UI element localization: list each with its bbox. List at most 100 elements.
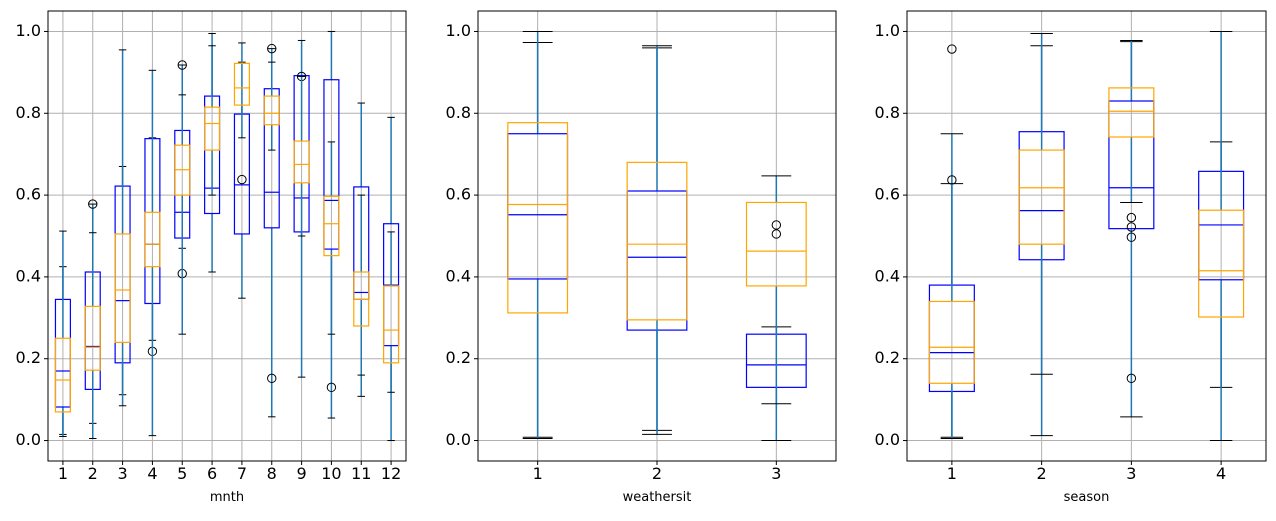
x-tick-label: 2	[88, 464, 98, 483]
box-iqr	[745, 201, 807, 287]
x-axis-label: season	[1064, 490, 1110, 505]
y-tick-label: 0.0	[875, 430, 900, 449]
outlier-point	[267, 43, 277, 54]
y-axis: 0.0 0.2 0.4 0.6 0.8 1.0	[16, 21, 48, 449]
y-tick-label: 0.4	[446, 266, 471, 285]
box-orange-11	[353, 194, 370, 376]
x-tick-label: 9	[296, 464, 306, 483]
x-axis-label: mnth	[210, 490, 244, 505]
box-orange-4	[144, 69, 161, 437]
y-tick-label: 0.2	[446, 348, 471, 367]
box-orange-12	[383, 231, 400, 393]
subplot-weathersit: 0.0 0.2 0.4 0.6 0.8 1.0 1 2 3 weathersit	[446, 10, 837, 505]
box-iqr	[84, 305, 101, 371]
box-orange-6	[204, 45, 221, 196]
box-orange-4	[1198, 30, 1245, 442]
box-iqr	[507, 122, 569, 314]
box-iqr	[323, 79, 340, 250]
outlier-point	[88, 199, 98, 209]
x-tick-label: 5	[177, 464, 187, 483]
grid-lines	[907, 11, 1266, 461]
outlier-point	[1126, 212, 1137, 223]
x-axis: 1 2 3 4 5 6 7 8 9 10 11 12	[58, 461, 401, 483]
x-tick-label: 1	[58, 464, 68, 483]
x-tick-label: 4	[1216, 464, 1226, 483]
outlier-point	[1126, 232, 1137, 242]
box-iqr	[144, 211, 161, 268]
box-iqr	[293, 140, 310, 184]
subplot-season: 0.0 0.2 0.4 0.6 0.8 1.0 1 2 3 4 season	[875, 10, 1267, 505]
box-iqr	[383, 285, 400, 364]
box-iqr	[233, 62, 250, 106]
box-iqr	[323, 195, 340, 257]
y-tick-label: 0.2	[16, 348, 41, 367]
x-tick-label: 7	[237, 464, 247, 483]
y-axis: 0.0 0.2 0.4 0.6 0.8 1.0	[875, 21, 907, 449]
x-tick-label: 1	[533, 464, 543, 483]
box-orange-5	[174, 94, 191, 335]
box-plots	[54, 30, 400, 442]
box-iqr	[1108, 100, 1155, 230]
x-tick-label: 3	[771, 464, 781, 483]
box-orange-2	[1018, 33, 1065, 375]
x-tick-label: 11	[351, 464, 371, 483]
y-tick-label: 0.4	[875, 266, 900, 285]
box-orange-2	[626, 45, 688, 435]
x-tick-label: 8	[267, 464, 277, 483]
box-iqr	[1108, 87, 1155, 138]
box-plots	[507, 30, 807, 442]
x-tick-label: 3	[117, 464, 127, 483]
y-tick-label: 0.6	[16, 185, 41, 204]
box-orange-3	[114, 49, 131, 407]
axes-frame	[47, 10, 407, 462]
x-axis: 1 2 3	[533, 461, 781, 483]
outlier-point	[326, 382, 337, 393]
y-tick-label: 0.6	[446, 185, 471, 204]
y-tick-label: 0.6	[875, 185, 900, 204]
outlier-point	[267, 373, 277, 384]
box-iqr	[263, 95, 280, 126]
box-orange-1	[507, 30, 569, 439]
box-iqr	[204, 106, 221, 151]
box-orange-1	[928, 183, 975, 439]
y-tick-label: 0.8	[446, 103, 471, 122]
outlier-point	[771, 220, 782, 230]
box-iqr	[54, 337, 71, 413]
box-blue-12	[383, 116, 400, 442]
box-iqr	[1198, 209, 1245, 318]
grid-lines	[48, 11, 406, 461]
box-iqr	[114, 233, 131, 343]
box-iqr	[626, 161, 688, 321]
box-iqr	[928, 300, 975, 384]
x-tick-label: 6	[207, 464, 217, 483]
x-tick-label: 10	[321, 464, 341, 483]
box-plots	[928, 30, 1245, 442]
y-tick-label: 0.2	[875, 348, 900, 367]
axes-frame	[906, 10, 1267, 462]
y-tick-label: 0.8	[875, 103, 900, 122]
outlier-point	[1126, 373, 1137, 384]
box-orange-3	[745, 175, 807, 405]
y-tick-label: 0.0	[446, 430, 471, 449]
x-tick-label: 4	[147, 464, 157, 483]
outlier-point	[237, 174, 247, 185]
x-tick-label: 2	[652, 464, 662, 483]
box-blue-3	[1108, 41, 1155, 418]
x-axis-label: weathersit	[623, 490, 692, 505]
box-iqr	[1018, 149, 1065, 245]
y-tick-label: 0.4	[16, 266, 41, 285]
y-tick-label: 0.8	[16, 103, 41, 122]
outlier-point	[771, 229, 782, 239]
box-orange-9	[293, 75, 310, 237]
x-tick-label: 3	[1126, 464, 1136, 483]
box-orange-8	[263, 61, 280, 151]
y-tick-label: 1.0	[875, 21, 900, 40]
subplot-mnth: 0.00.20.40.60.81.0 1 2 3 4 5 6 7 8 9 10 11 12 mnth	[16, 10, 407, 505]
outlier-point	[1126, 222, 1137, 232]
x-tick-label: 2	[1037, 464, 1047, 483]
x-axis: 1 2 3 4	[947, 461, 1226, 483]
box-orange-3	[1108, 39, 1155, 203]
x-tick-label: 12	[381, 464, 401, 483]
box-orange-10	[323, 141, 340, 335]
